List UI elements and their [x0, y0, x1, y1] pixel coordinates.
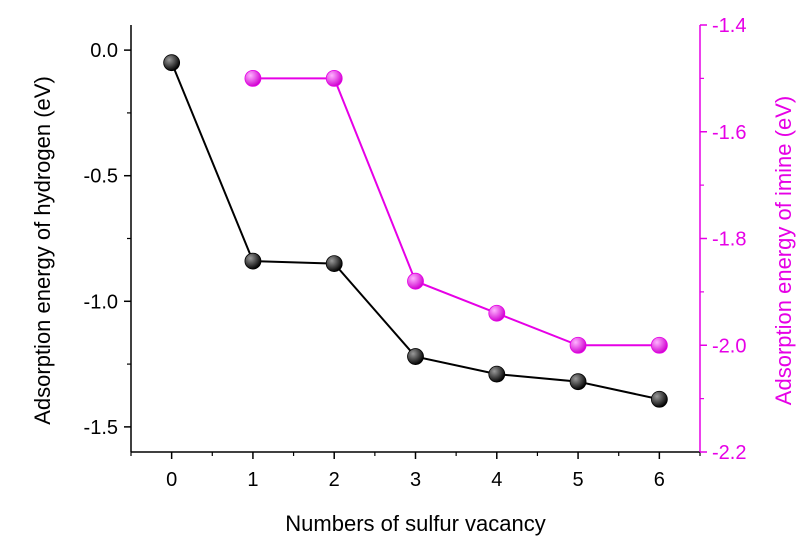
left-y-tick-label: -1.5 [84, 417, 118, 439]
left-y-tick-label: -1.0 [84, 291, 118, 313]
left-y-tick-label: 0.0 [90, 40, 118, 62]
hydrogen-series-point [163, 54, 181, 72]
hydrogen-series-point [569, 373, 587, 391]
imine-series-point [650, 336, 668, 354]
imine-series-line [252, 77, 660, 347]
imine-series-point [569, 336, 587, 354]
imine-series-point [488, 304, 506, 322]
right-y-tick-label: -1.8 [712, 229, 746, 251]
right-y-tick-label: -2.0 [712, 335, 746, 357]
right-y-axis-title: Adsorption energy of imine (eV) [771, 96, 796, 405]
imine-series-point [407, 272, 424, 290]
hydrogen-series-point [244, 252, 262, 270]
x-tick-label: 3 [410, 469, 421, 491]
hydrogen-series-point [407, 348, 424, 365]
x-axis-title: Numbers of sulfur vacancy [285, 511, 545, 536]
right-y-tick-label: -1.6 [712, 122, 746, 144]
hydrogen-series-point [488, 365, 506, 383]
imine-series-point [244, 69, 262, 87]
left-y-tick-label: -0.5 [84, 166, 118, 188]
right-y-tick-label: -2.2 [712, 442, 746, 464]
hydrogen-series-point [325, 255, 343, 273]
hydrogen-series-point [650, 390, 668, 408]
x-tick-label: 4 [491, 469, 502, 491]
plot-area: 0 1 2 3 4 5 6 0.0 -0.5 -1.0 -1.5 -1.4 -1.6 -1.8 -2.0 -2… [84, 15, 747, 491]
x-tick-label: 0 [166, 469, 177, 491]
x-tick-label: 2 [329, 469, 340, 491]
x-tick-label: 6 [654, 469, 665, 491]
imine-series-point [325, 69, 343, 87]
x-tick-label: 5 [573, 469, 584, 491]
right-y-tick-label: -1.4 [712, 15, 746, 37]
x-tick-label: 1 [247, 469, 258, 491]
left-y-axis-title: Adsorption energy of hydrogen (eV) [30, 76, 55, 425]
